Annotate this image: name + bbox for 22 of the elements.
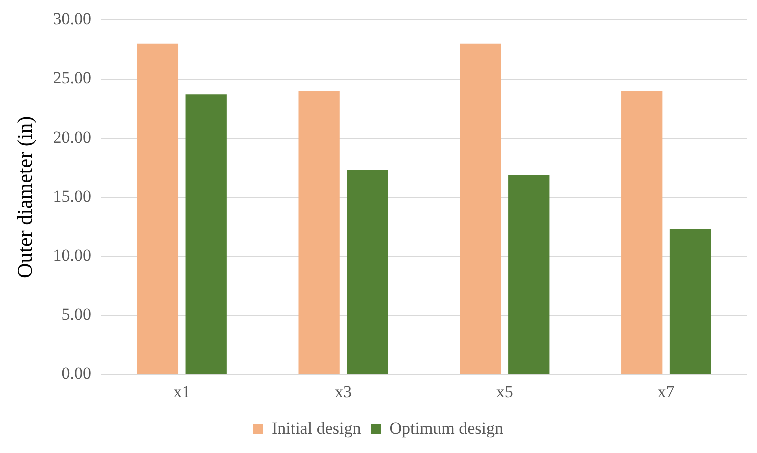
y-tick-label: 20.00	[53, 128, 92, 147]
legend-label: Initial design	[272, 418, 362, 438]
legend-label: Optimum design	[390, 418, 504, 438]
y-tick-label: 30.00	[53, 10, 92, 29]
y-tick-label: 5.00	[62, 305, 92, 324]
x-tick-label: x7	[658, 382, 676, 402]
x-tick-label: x5	[496, 382, 514, 402]
x-tick-label: x1	[174, 382, 191, 402]
y-tick-label: 10.00	[53, 246, 92, 265]
bar	[670, 229, 712, 374]
y-tick-label: 15.00	[53, 186, 92, 206]
bar	[347, 170, 388, 374]
bar	[137, 44, 179, 374]
bar	[186, 94, 227, 374]
bar	[622, 91, 663, 374]
bar	[298, 91, 340, 374]
x-tick-label: x3	[335, 382, 352, 402]
y-tick-label: 0.00	[62, 364, 92, 384]
y-tick-label: 25.00	[53, 68, 92, 88]
bar	[508, 174, 550, 374]
y-axis-title: Outer diameter (in)	[13, 116, 38, 278]
bar	[460, 44, 502, 374]
